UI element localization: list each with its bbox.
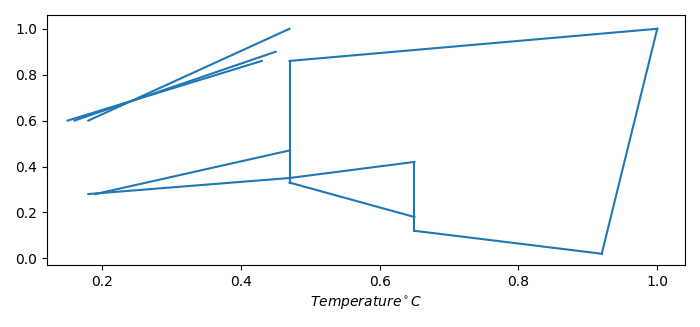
X-axis label: Temperature$^\circ$C: Temperature$^\circ$C (309, 295, 422, 312)
